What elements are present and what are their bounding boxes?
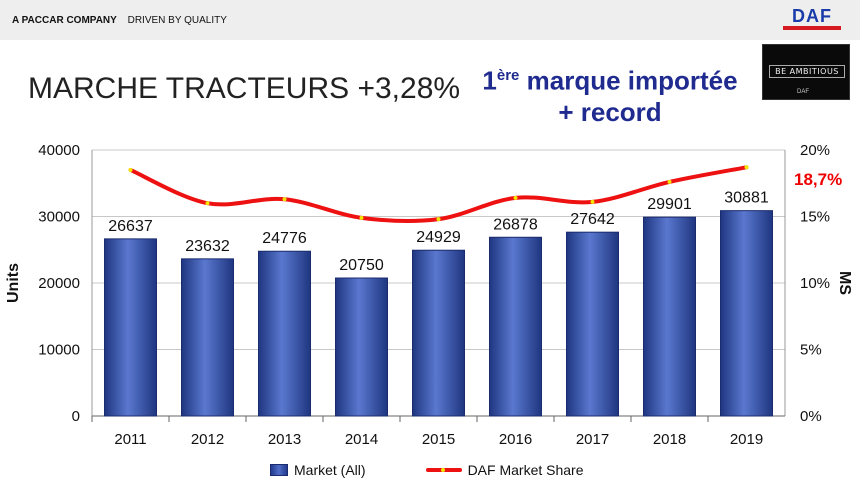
x-tick-label: 2016 [499,431,532,448]
share-point-2017 [590,199,595,204]
y-axis-title: Units [5,263,22,303]
y2-tick-label: 0% [800,408,822,425]
tagline: DRIVEN BY QUALITY [127,15,227,26]
y-tick-label: 10000 [38,342,80,359]
page-title: MARCHE TRACTEURS +3,28% [28,72,461,105]
share-point-2011 [128,167,133,172]
legend-item-share: DAF Market Share [425,462,584,478]
legend-item-market: Market (All) [270,462,366,478]
share-point-2012 [205,201,210,206]
bar-2018 [643,216,696,417]
x-tick-label: 2019 [730,431,763,448]
legend-line-swatch [425,465,462,475]
bar-2013 [258,250,311,417]
y2-tick-label: 15% [800,209,830,226]
y2-tick-label: 10% [800,275,830,292]
y-tick-label: 0 [72,408,80,425]
bar-value-label: 26637 [108,218,153,235]
x-tick-label: 2012 [191,431,224,448]
bar-2011 [104,238,157,417]
legend-bar-swatch [270,464,288,476]
share-line [128,165,749,224]
bar-2015 [412,249,465,417]
daf-logo: DAF [780,6,844,32]
bar-value-label: 27642 [570,211,615,228]
be-ambitious-thumbnail: BE AMBITIOUS DAF [762,44,850,100]
share-point-2014 [359,215,364,220]
thumbnail-text: BE AMBITIOUS [769,65,845,78]
x-tick-label: 2017 [576,431,609,448]
bar-2012 [181,258,234,417]
highlight-line-2: + record [558,96,662,127]
legend-label-share: DAF Market Share [467,462,584,478]
bars [104,210,773,417]
bar-2017 [566,231,619,417]
x-tick-label: 2011 [114,431,146,448]
bar-2016 [489,236,542,417]
bar-value-label: 26878 [493,216,538,233]
bar-2019 [720,210,773,417]
company-name: A PACCAR COMPANY [12,15,117,26]
y2-tick-label: 5% [800,342,822,359]
legend: Market (All) DAF Market Share [270,462,644,478]
thumbnail-sub: DAF [797,89,809,95]
share-callout: 18,7% [794,170,843,189]
y2-tick-label: 20% [800,142,830,159]
share-point-2019 [744,165,749,170]
share-point-2016 [513,195,518,200]
bar-value-label: 24929 [416,229,461,246]
bar-value-label: 20750 [339,257,384,274]
logo-red-bar [783,26,841,30]
bar-2014 [335,277,388,417]
header-bar: A PACCAR COMPANY DRIVEN BY QUALITY DAF [0,0,860,40]
x-tick-label: 2013 [268,431,301,448]
share-point-2018 [667,179,672,184]
x-tick-label: 2015 [422,431,455,448]
legend-label-market: Market (All) [294,462,366,478]
bar-value-label: 24776 [262,230,307,247]
logo-text: DAF [792,6,832,26]
y-tick-label: 30000 [38,209,80,226]
bar-value-label: 29901 [647,196,692,213]
x-tick-label: 2014 [345,431,378,448]
share-point-2013 [282,197,287,202]
brand-line: A PACCAR COMPANY DRIVEN BY QUALITY [12,15,227,26]
bar-value-label: 30881 [724,190,769,207]
x-tick-label: 2018 [653,431,686,448]
labels: 0 10000 20000 30000 40000 0% 5% 10% 15% 20% 26637 2… [38,142,830,448]
bar-value-label: 23632 [185,238,230,255]
highlight-line-1: 1ère marque importée [482,65,738,96]
highlight-text: 1ère marque importée + record [470,60,750,128]
y-tick-label: 20000 [38,275,80,292]
y2-axis-title: MS [836,271,853,295]
share-point-2015 [436,217,441,222]
y-tick-label: 40000 [38,142,80,159]
